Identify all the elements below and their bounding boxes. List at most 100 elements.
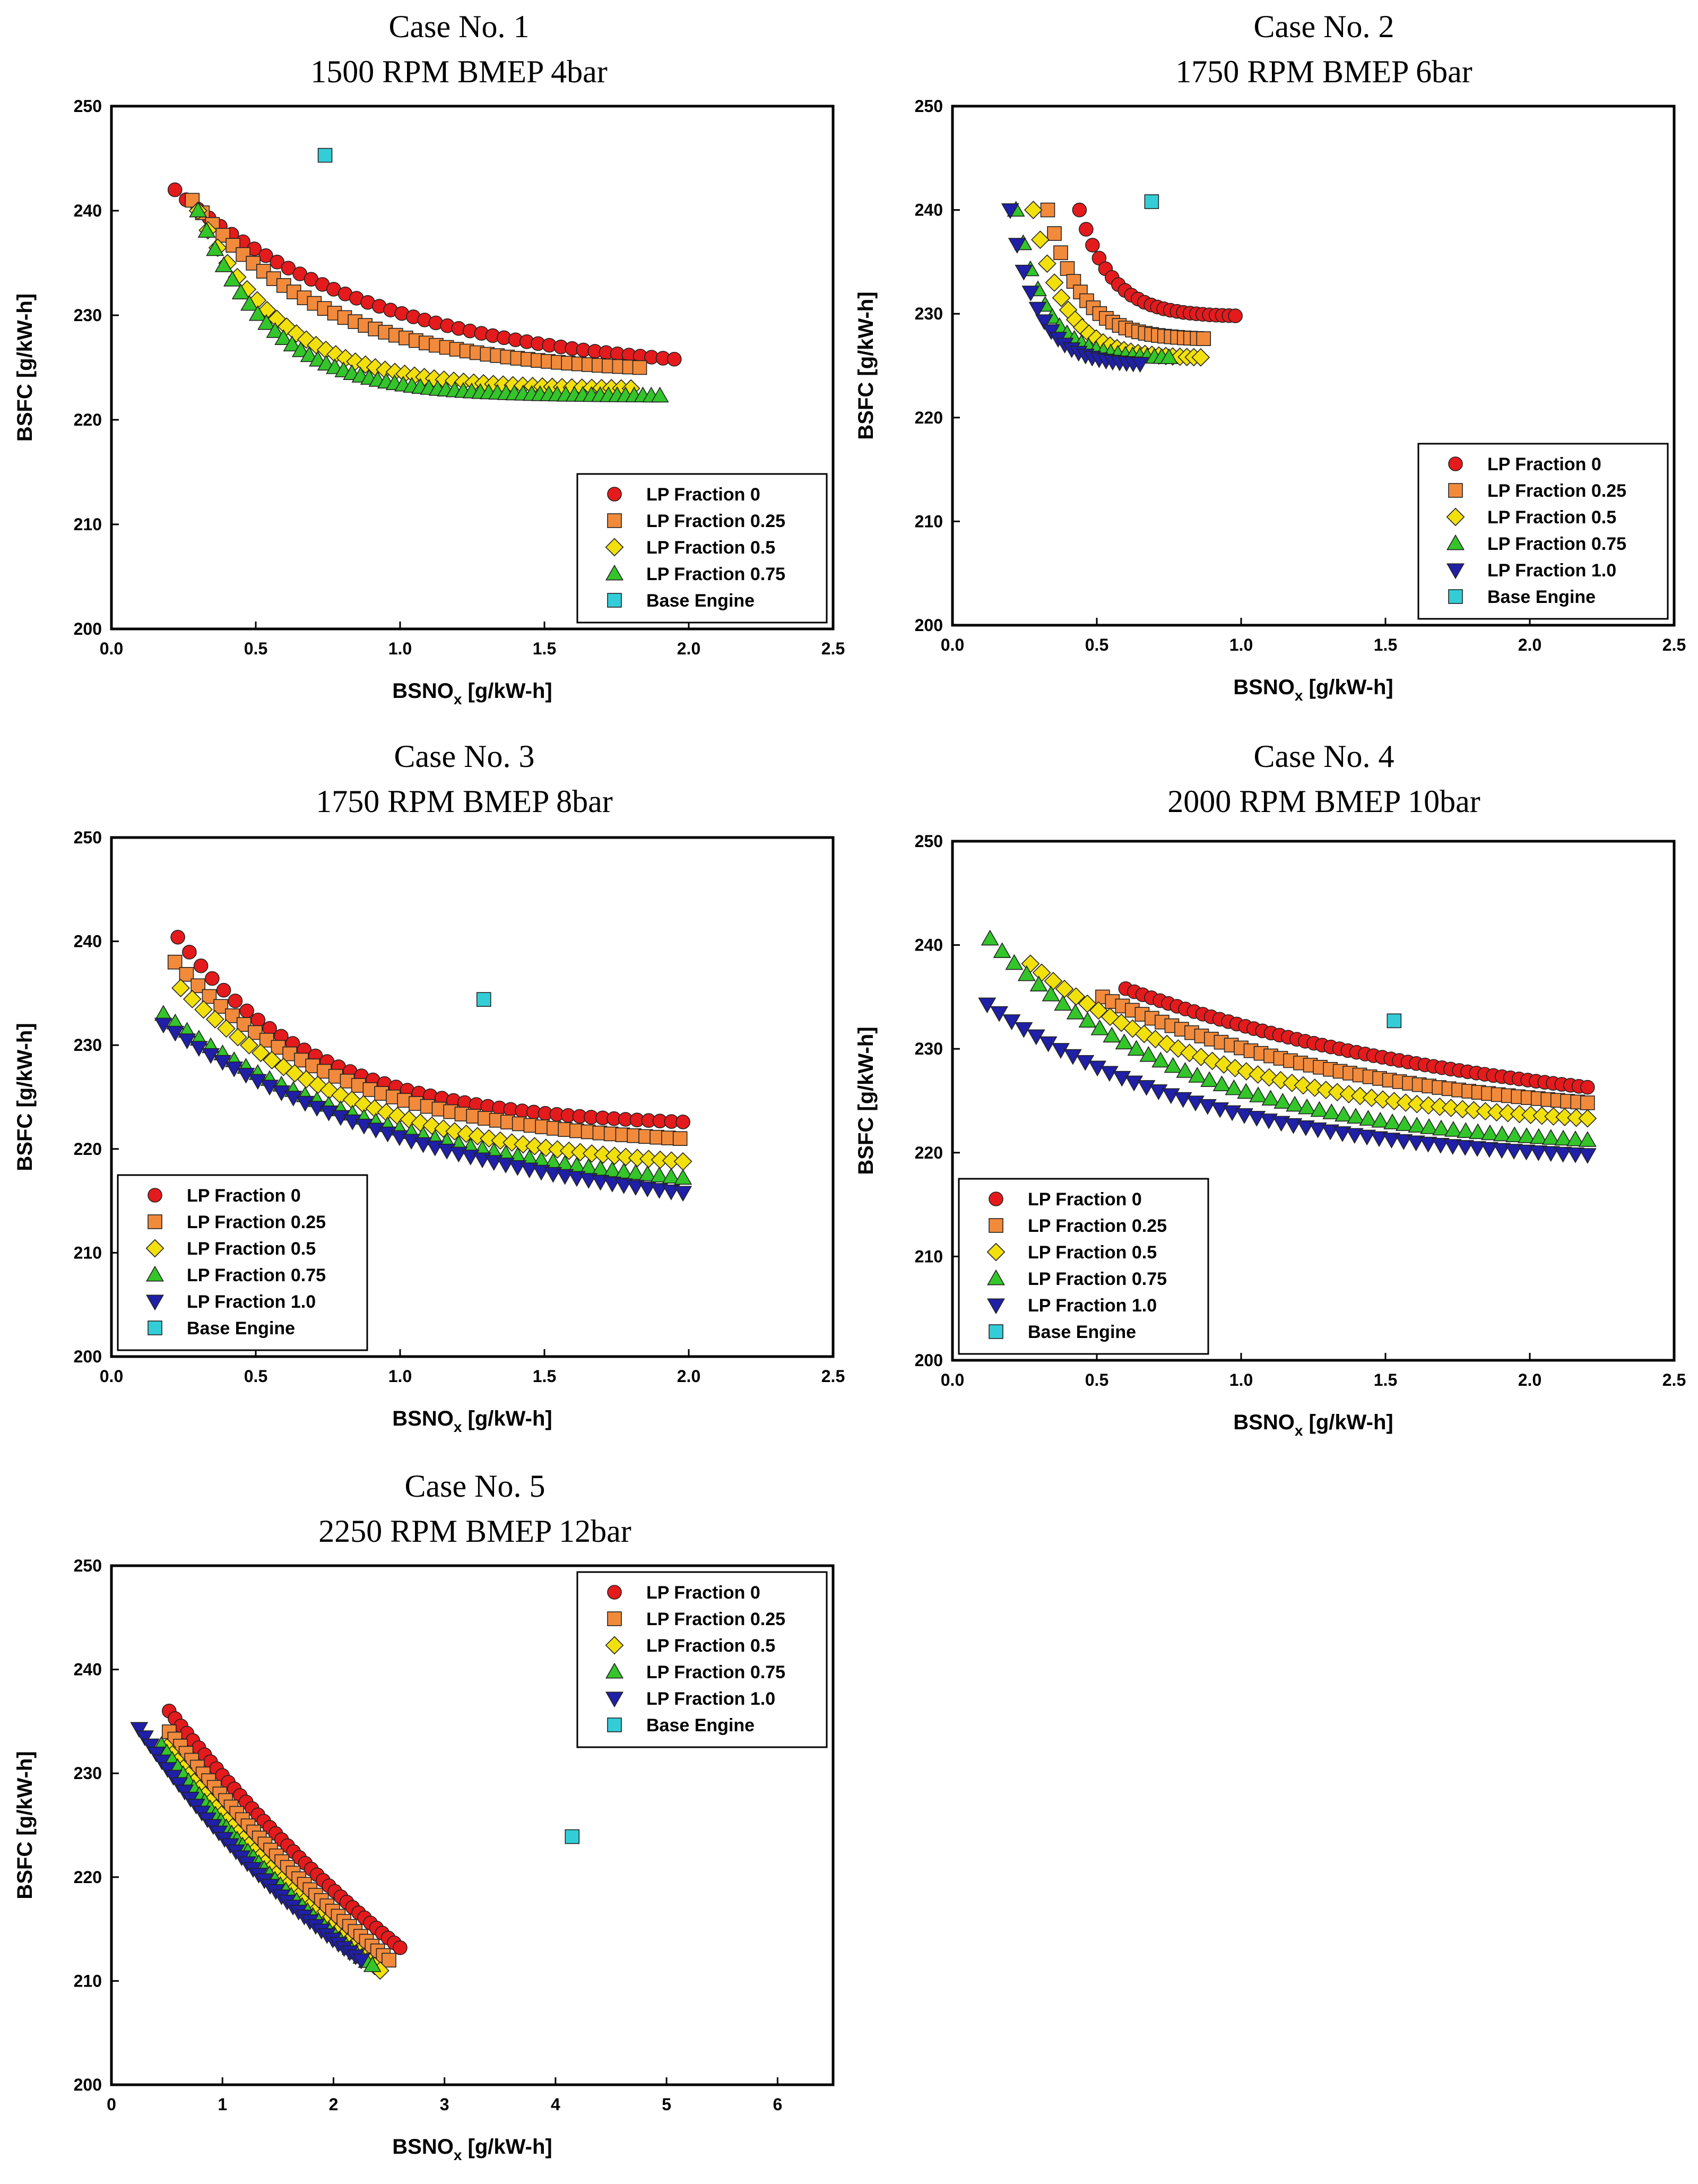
- chart-1-legend-entry: LP Fraction 0.5: [646, 538, 775, 558]
- chart-4-point: [1042, 985, 1060, 1002]
- chart-4-point: [1151, 1051, 1170, 1068]
- chart-2-title-line-1: Case No. 2: [1254, 9, 1394, 44]
- chart-5-ytick-label: 210: [74, 1971, 102, 1990]
- chart-5-title-line-1: Case No. 5: [405, 1469, 545, 1504]
- chart-4-point: [1309, 1122, 1327, 1138]
- chart-2-ytick-label: 210: [915, 512, 943, 531]
- chart-1-point: [317, 148, 333, 163]
- chart-4-ytick-label: 220: [915, 1143, 943, 1162]
- chart-5-legend-entry: LP Fraction 1.0: [646, 1689, 775, 1709]
- chart-4-xtick-label: 2.5: [1662, 1370, 1686, 1389]
- chart-3-title-line-1: Case No. 3: [394, 739, 535, 774]
- chart-3-point: [217, 1019, 236, 1038]
- chart-4-series-4: [981, 929, 1597, 1147]
- chart-2-point: [1035, 314, 1053, 331]
- chart-3-point: [603, 1161, 621, 1177]
- chart-3-legend-entry: LP Fraction 1.0: [187, 1292, 316, 1312]
- chart-3-series-2: [167, 954, 688, 1146]
- chart-4-point: [1373, 1090, 1392, 1109]
- chart-3-xtick-label: 1.5: [533, 1367, 556, 1386]
- chart-2-ytick-label: 250: [915, 97, 943, 116]
- chart-4-legend-marker: [987, 1298, 1005, 1315]
- chart-4-point: [1408, 1117, 1426, 1133]
- chart-4-point: [1115, 1033, 1133, 1050]
- chart-4-title-line-1: Case No. 4: [1254, 739, 1394, 774]
- chart-1-xtick-label: 1.0: [388, 639, 412, 658]
- chart-3-ytick-label: 210: [74, 1243, 102, 1262]
- chart-2-legend-marker: [1448, 456, 1463, 471]
- chart-4-point: [1529, 1145, 1548, 1161]
- chart-3-point: [662, 1184, 680, 1201]
- chart-3-point: [308, 1101, 326, 1117]
- chart-5-legend-entry: LP Fraction 0.5: [646, 1636, 775, 1656]
- chart-4-point: [1419, 1096, 1438, 1115]
- chart-1-point: [197, 222, 216, 238]
- chart-3-point: [638, 1165, 657, 1181]
- chart-4-point: [1076, 1055, 1095, 1071]
- chart-4-legend-marker: [986, 1242, 1006, 1262]
- chart-4-point: [1296, 1120, 1315, 1136]
- chart-4-point: [1235, 1108, 1253, 1124]
- chart-4-point: [1394, 1134, 1413, 1150]
- chart-4-point: [1465, 1101, 1483, 1120]
- chart-1-series-4: [189, 201, 669, 403]
- chart-2-point: [1052, 288, 1071, 307]
- chart-1-legend-entry: LP Fraction 0.25: [646, 511, 785, 531]
- chart-3-point: [193, 958, 209, 973]
- chart-1-legend-marker: [607, 487, 622, 502]
- chart-3-xlabel: BSNOx [g/kW-h]: [392, 1407, 552, 1435]
- chart-3-point: [614, 1178, 633, 1194]
- chart-3-point: [650, 1183, 669, 1199]
- chart-5-legend: LP Fraction 0 LP Fraction 0.25 LP Fraction…: [576, 1571, 828, 1748]
- chart-4-ytick-label: 240: [915, 936, 943, 955]
- chart-2-point: [1024, 201, 1043, 219]
- chart-1-point: [651, 386, 669, 403]
- chart-2-point: [1191, 348, 1210, 367]
- chart-4-ytick-label: 250: [915, 832, 943, 851]
- chart-1-ytick-label: 230: [74, 306, 102, 325]
- chart-3-point: [503, 1133, 521, 1152]
- chart-4-point: [1578, 1148, 1597, 1164]
- chart-4-point: [1566, 1147, 1584, 1163]
- chart-1-point: [667, 351, 682, 367]
- chart-2-xtick-label: 0.5: [1085, 635, 1108, 654]
- chart-2-series-5: [1001, 203, 1149, 373]
- chart-4-point: [1442, 1099, 1460, 1117]
- chart-3-point: [297, 1070, 316, 1089]
- chart-5-legend-entry: Base Engine: [646, 1715, 755, 1736]
- chart-2-legend-entry: LP Fraction 0.5: [1487, 507, 1616, 528]
- chart-4-point: [1517, 1144, 1536, 1161]
- chart-4-ytick-label: 200: [915, 1351, 943, 1370]
- chart-1: Case No. 1 1500 RPM BMEP 4bar 200 210 220 230…: [13, 9, 845, 707]
- chart-3-point: [628, 1149, 647, 1168]
- chart-3-legend-marker: [148, 1320, 162, 1335]
- chart-1-legend-entry: LP Fraction 0: [646, 485, 760, 505]
- chart-1-point: [226, 238, 240, 253]
- chart-1-point: [231, 283, 250, 299]
- chart-4-point: [1188, 1067, 1207, 1083]
- chart-3-point: [251, 1043, 270, 1063]
- chart-5-xtick-label: 2: [329, 2095, 339, 2114]
- chart-2-xtick-label: 1.0: [1229, 635, 1253, 654]
- chart-3-legend-entry: LP Fraction 0.25: [187, 1212, 326, 1232]
- chart-4-title-line-2: 2000 RPM BMEP 10bar: [1167, 784, 1480, 819]
- chart-4-point: [1284, 1118, 1303, 1134]
- chart-4-point: [1237, 1083, 1255, 1099]
- chart-5-legend-marker: [605, 1662, 623, 1679]
- chart-4-point: [1200, 1071, 1219, 1087]
- chart-1-point: [257, 314, 276, 330]
- chart-4-point: [1137, 1080, 1156, 1096]
- chart-1-legend-marker: [605, 564, 623, 581]
- chart-3-point: [571, 1143, 590, 1162]
- chart-4-point: [1335, 1106, 1353, 1122]
- chart-4-point: [1407, 1094, 1426, 1113]
- chart-4-point: [1419, 1136, 1437, 1153]
- chart-4-point: [990, 1006, 1009, 1022]
- chart-4-point: [1430, 1097, 1449, 1116]
- chart-1-xtick-label: 2.5: [821, 639, 845, 658]
- chart-4-point: [1395, 1115, 1414, 1131]
- chart-5-point: [352, 1953, 370, 1970]
- chart-4-point: [1310, 1101, 1329, 1117]
- chart-4-point: [978, 997, 997, 1014]
